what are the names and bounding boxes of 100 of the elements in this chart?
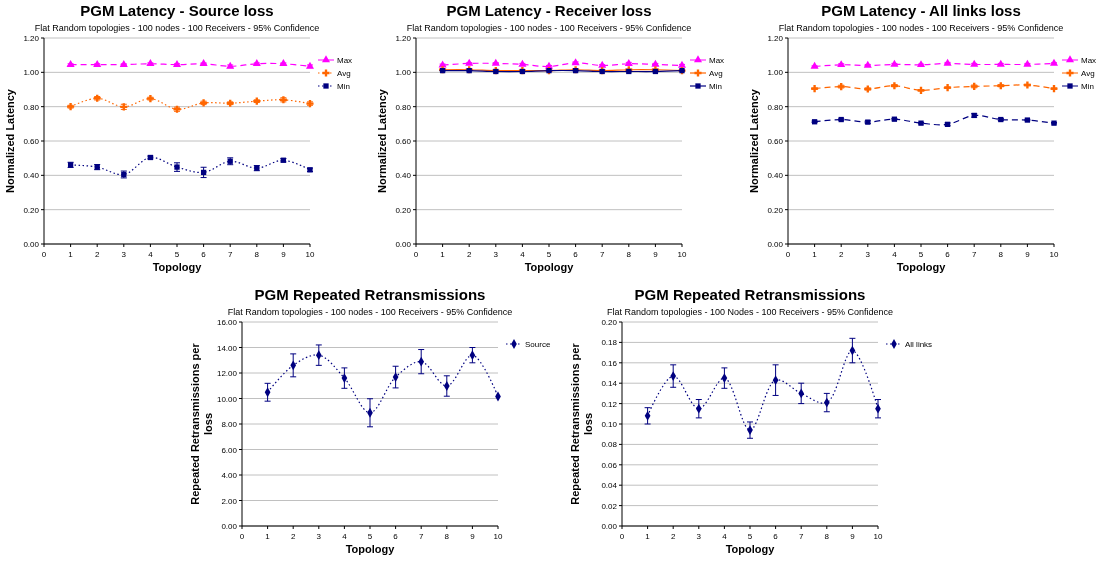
x-tick-label: 8 — [824, 532, 830, 541]
y-axis-title: Repeated Retransmissions per loss — [569, 342, 594, 505]
chart-title: PGM Latency - Source loss — [80, 2, 274, 19]
x-tick-label: 0 — [41, 250, 47, 259]
x-tick-label: 10 — [1049, 250, 1059, 259]
chart-title: PGM Latency - All links loss — [821, 2, 1021, 19]
x-tick-label: 6 — [201, 250, 207, 259]
y-axis-title: Normalized Latency — [376, 88, 388, 193]
chart-subtitle: Flat Random topologies - 100 nodes - 100 Receivers - 95% Confidence — [778, 23, 1064, 33]
legend-label: All links — [905, 340, 933, 349]
legend-label: Min — [337, 82, 350, 91]
x-tick-label: 7 — [971, 250, 977, 259]
chart-subtitle: Flat Random topologies - 100 nodes - 100 Receivers - 95% Confidence — [34, 23, 320, 33]
x-tick-label: 0 — [239, 532, 245, 541]
x-tick-label: 0 — [619, 532, 625, 541]
x-axis-title: Topology — [725, 543, 776, 555]
x-tick-label: 4 — [892, 250, 898, 259]
chart-title: PGM Repeated Retransmissions — [634, 286, 866, 303]
y-tick-label: 0.20 — [395, 205, 412, 215]
y-tick-label: 1.20 — [395, 34, 412, 43]
y-axis-title: Normalized Latency — [748, 88, 760, 193]
y-tick-label: 8.00 — [221, 420, 238, 429]
x-tick-label: 10 — [677, 250, 687, 259]
legend-label: Min — [1081, 82, 1094, 91]
y-tick-label: 0.60 — [23, 137, 40, 146]
y-axis-title: Repeated Retransmissions per loss — [189, 342, 214, 505]
x-tick-label: 2 — [838, 250, 844, 259]
x-tick-label: 10 — [873, 532, 883, 541]
legend-label: Max — [1081, 56, 1097, 65]
y-tick-label: 1.00 — [395, 68, 412, 78]
x-tick-label: 5 — [918, 250, 924, 259]
y-tick-label: 0.02 — [601, 501, 618, 511]
x-tick-label: 3 — [696, 532, 702, 541]
x-tick-label: 8 — [998, 250, 1004, 259]
y-tick-label: 4.00 — [221, 471, 238, 480]
y-tick-label: 0.10 — [601, 420, 618, 429]
y-tick-label: 12.00 — [216, 369, 238, 378]
x-tick-label: 4 — [342, 532, 348, 541]
x-axis-title: Topology — [152, 261, 203, 273]
y-tick-label: 1.20 — [23, 34, 40, 43]
chart-title: PGM Repeated Retransmissions — [254, 286, 486, 303]
x-tick-label: 6 — [573, 250, 579, 259]
x-tick-label: 1 — [812, 250, 818, 259]
y-tick-label: 0.80 — [395, 102, 412, 112]
x-tick-label: 5 — [367, 532, 373, 541]
y-tick-label: 6.00 — [221, 445, 238, 455]
legend-label: Avg — [337, 69, 351, 78]
x-tick-label: 7 — [599, 250, 605, 259]
x-tick-label: 9 — [1025, 250, 1031, 259]
y-tick-label: 0.18 — [601, 338, 618, 348]
y-tick-label: 0.00 — [221, 522, 238, 531]
y-tick-label: 0.20 — [601, 318, 618, 327]
x-tick-label: 9 — [470, 532, 476, 541]
y-tick-label: 14.00 — [216, 343, 238, 353]
x-tick-label: 6 — [945, 250, 951, 259]
x-tick-label: 4 — [722, 532, 728, 541]
x-tick-label: 8 — [254, 250, 260, 259]
x-tick-label: 3 — [121, 250, 127, 259]
x-tick-label: 0 — [785, 250, 791, 259]
x-tick-label: 6 — [773, 532, 779, 541]
y-tick-label: 0.60 — [395, 137, 412, 146]
x-tick-label: 1 — [645, 532, 651, 541]
chart-title: PGM Latency - Receiver loss — [446, 2, 652, 19]
x-axis-title: Topology — [896, 261, 947, 273]
x-tick-label: 9 — [850, 532, 856, 541]
y-tick-label: 0.06 — [601, 460, 618, 470]
x-axis-title: Topology — [524, 261, 575, 273]
y-tick-label: 0.00 — [767, 240, 784, 249]
chart-subtitle: Flat Random topologies - 100 nodes - 100 Receivers - 95% Confidence — [227, 307, 513, 317]
y-tick-label: 0.80 — [23, 102, 40, 112]
y-tick-label: 0.08 — [601, 440, 618, 450]
legend-label: Max — [709, 56, 725, 65]
y-tick-label: 0.60 — [767, 137, 784, 146]
x-tick-label: 8 — [444, 532, 450, 541]
x-tick-label: 7 — [227, 250, 233, 259]
x-tick-label: 1 — [68, 250, 74, 259]
y-tick-label: 1.00 — [23, 68, 40, 78]
x-tick-label: 5 — [174, 250, 180, 259]
chart-subtitle: Flat Random topologies - 100 nodes - 100 Receivers - 95% Confidence — [406, 23, 692, 33]
y-tick-label: 0.12 — [601, 399, 618, 409]
y-tick-label: 0.00 — [23, 240, 40, 249]
y-tick-label: 1.00 — [767, 68, 784, 78]
x-tick-label: 7 — [798, 532, 804, 541]
y-tick-label: 16.00 — [216, 318, 238, 327]
y-tick-label: 10.00 — [216, 394, 238, 404]
x-tick-label: 3 — [316, 532, 322, 541]
x-tick-label: 0 — [413, 250, 419, 259]
y-tick-label: 0.80 — [767, 102, 784, 112]
y-tick-label: 0.04 — [601, 481, 618, 491]
y-tick-label: 0.40 — [767, 171, 784, 181]
legend-label: Avg — [709, 69, 723, 78]
x-tick-label: 10 — [305, 250, 315, 259]
chart-subtitle: Flat Random topologies - 100 Nodes - 100 Receivers - 95% Confidence — [606, 307, 894, 317]
x-tick-label: 4 — [148, 250, 154, 259]
legend-label: Source — [525, 340, 551, 349]
y-tick-label: 0.00 — [601, 522, 618, 531]
y-tick-label: 0.20 — [767, 205, 784, 215]
x-axis-title: Topology — [345, 543, 396, 555]
x-tick-label: 8 — [626, 250, 632, 259]
x-tick-label: 1 — [265, 532, 271, 541]
